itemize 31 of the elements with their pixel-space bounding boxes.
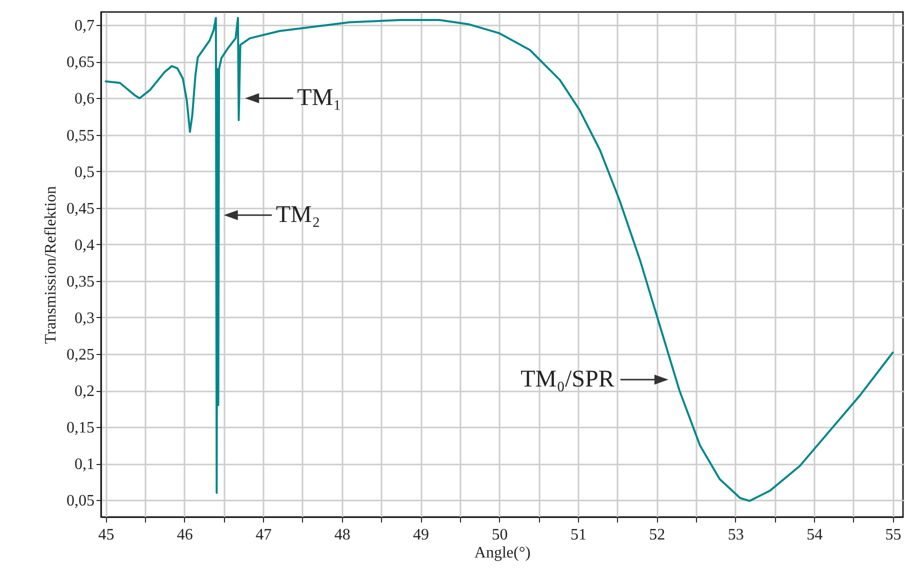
y-tick-label: 0,45 [66, 200, 94, 218]
line-series [104, 16, 894, 502]
x-tick-label: 49 [413, 526, 430, 544]
y-tick-label: 0,55 [66, 127, 94, 144]
y-axis-title: Transmission/Reflektion [42, 186, 60, 344]
y-tick-label: 0,5 [74, 164, 94, 181]
y-tick-label: 0,35 [66, 273, 94, 290]
y-tick-label: 0,05 [66, 492, 94, 510]
x-tick-label: 50 [492, 526, 508, 544]
y-tick-label: 0,25 [66, 346, 94, 364]
annotation: TM₂ [276, 202, 320, 228]
x-tick-label: 53 [728, 526, 744, 544]
x-tick-label: 46 [176, 526, 193, 544]
annotation: TM₀/SPR [520, 366, 614, 393]
x-tick-label: 47 [256, 526, 272, 544]
x-tick-label: 54 [806, 526, 823, 544]
x-tick-label: 52 [649, 526, 666, 544]
x-tick-label: 51 [570, 526, 586, 544]
x-tick-label: 55 [885, 526, 902, 544]
x-tick-label: 48 [334, 526, 350, 544]
x-axis-title: Angle(°) [474, 544, 531, 562]
y-tick-label: 0,3 [74, 310, 94, 327]
annotation: TM₁ [297, 85, 342, 112]
y-tick-label: 0,4 [74, 236, 94, 254]
y-tick-label: 0,1 [74, 456, 94, 474]
y-tick-label: 0,6 [74, 90, 94, 108]
y-tick-label: 0,7 [74, 18, 94, 35]
y-tick-label: 0,2 [74, 383, 94, 400]
y-tick-label: 0,15 [66, 420, 94, 437]
x-tick-label: 45 [98, 526, 114, 544]
y-tick-label: 0,65 [66, 54, 94, 72]
